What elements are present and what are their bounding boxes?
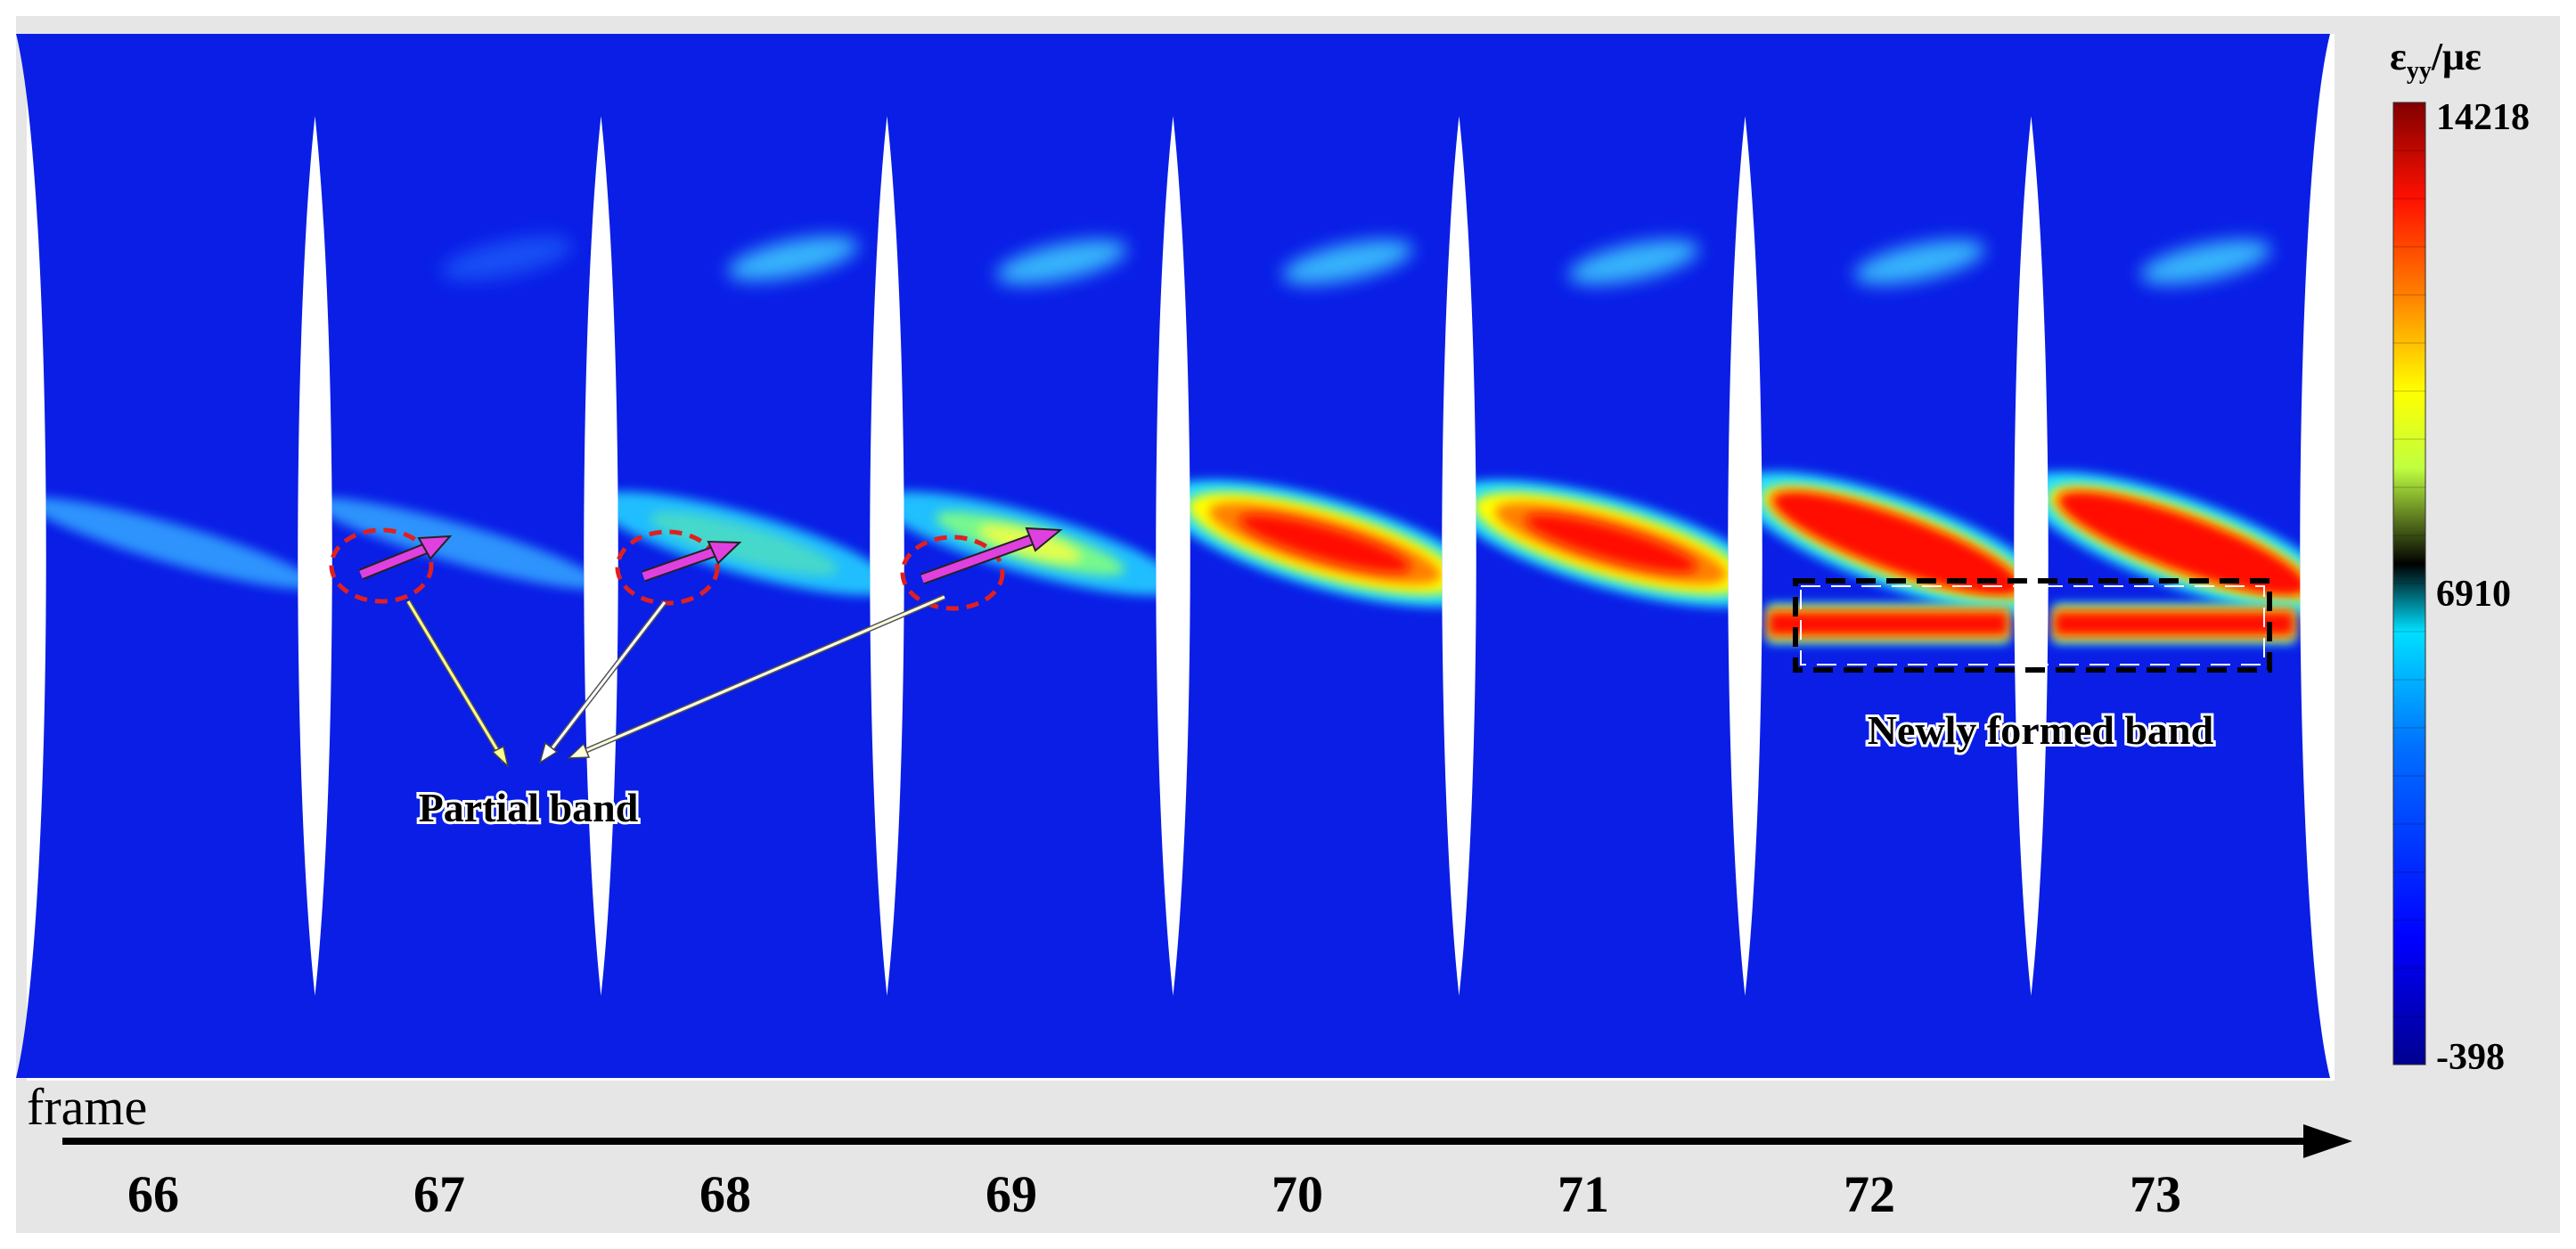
strain-band: [1239, 514, 1411, 573]
colorbar-ticks: [2393, 150, 2425, 1017]
strain-band: [312, 497, 604, 590]
band-tip-circle: [329, 527, 434, 604]
frame-number: 68: [699, 1165, 751, 1223]
frame-number: 70: [1272, 1165, 1323, 1223]
frame-number: 72: [1844, 1165, 1895, 1223]
specimen-frame-73: [2018, 34, 2330, 1078]
colorbar-min-label: -398: [2436, 1037, 2505, 1078]
frame-axis-label: frame: [27, 1078, 147, 1136]
colorbar-gradient: [2392, 102, 2426, 1065]
specimen-frame-72: [1732, 34, 2044, 1078]
specimen-frame-67: [302, 34, 614, 1078]
specimen-frame-69: [874, 34, 1186, 1078]
specimen-frame-70: [1160, 34, 1472, 1078]
strain-band: [650, 511, 838, 576]
upper-strain-blob: [1567, 240, 1699, 285]
upper-strain-blob: [1853, 240, 1985, 285]
colorbar: εyy/με 14218 6910 -398: [2390, 35, 2530, 1078]
partial-band-markers: [329, 527, 1063, 611]
upper-strain-blob: [727, 235, 859, 282]
frame-number: 69: [985, 1165, 1037, 1223]
colorbar-max-label: 14218: [2436, 97, 2530, 138]
frame-numbers: 66 67 68 69 70 71 72 73: [127, 1165, 2181, 1223]
band-tip-circle: [900, 535, 1005, 611]
specimen-frames: [16, 34, 2330, 1078]
frame-number: 73: [2130, 1165, 2181, 1223]
newly-formed-band-label: Newly formed band: [1868, 707, 2214, 753]
colorbar-title: εyy/με: [2390, 35, 2482, 85]
axis-arrowhead-icon: [2303, 1124, 2352, 1158]
frame-number: 67: [413, 1165, 465, 1223]
frame-axis: frame 66 67 68 69 70 71 72 73: [27, 1078, 2352, 1223]
strain-band: [1525, 514, 1697, 573]
upper-strain-blob: [2139, 240, 2271, 285]
magenta-arrow-icon: [641, 540, 742, 583]
magenta-arrow-icon: [920, 527, 1063, 585]
upper-strain-blob: [441, 235, 573, 282]
specimen-frame-71: [1446, 34, 1758, 1078]
partial-band-leader-lines: [405, 594, 946, 769]
strain-band: [2057, 491, 2310, 596]
newly-formed-band-box-inner: [1800, 585, 2265, 665]
strain-band: [26, 497, 318, 590]
frame-number: 66: [127, 1165, 179, 1223]
upper-strain-blob: [995, 240, 1127, 285]
upper-strain-blob: [1281, 240, 1413, 285]
colorbar-mid-label: 6910: [2436, 574, 2511, 615]
newly-formed-band-box: [1793, 578, 2272, 673]
frame-number: 71: [1558, 1165, 1609, 1223]
strain-band: [1770, 491, 2024, 596]
specimen-frame-68: [588, 34, 900, 1078]
partial-band-label: Partial band: [419, 785, 639, 830]
magenta-arrow-icon: [358, 535, 453, 581]
specimen-frame-66: [16, 34, 328, 1078]
band-tip-circle: [615, 529, 720, 606]
horizontal-strain-band: [1768, 611, 2008, 636]
horizontal-strain-band: [2054, 611, 2294, 636]
